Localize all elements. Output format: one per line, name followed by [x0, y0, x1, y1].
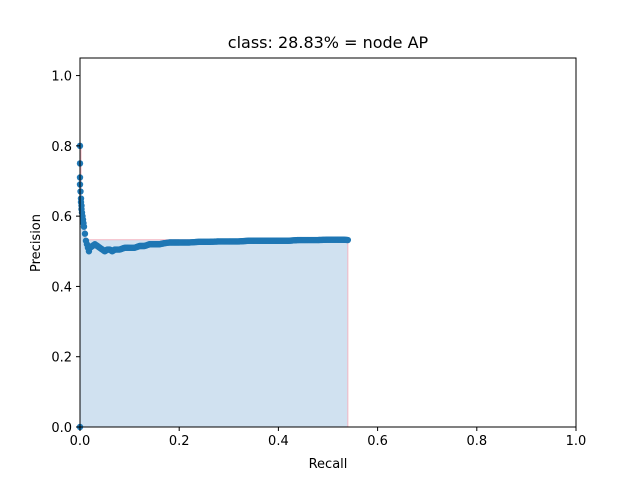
- y-axis-label: Precision: [29, 214, 44, 272]
- y-tick-label: 0.0: [51, 421, 72, 436]
- data-point: [81, 230, 89, 237]
- x-axis-label: Recall: [309, 457, 348, 472]
- x-tick-label: 0.2: [169, 434, 190, 449]
- auc-fill: [80, 145, 348, 428]
- axes-frame: [79, 57, 577, 428]
- y-tick-label: 0.2: [51, 351, 72, 366]
- x-axis-ticks: 0.0 0.2 0.4 0.6 0.8 1.0: [70, 427, 587, 449]
- chart-title: class: 28.83% = node AP: [228, 33, 429, 52]
- y-tick-label: 0.8: [51, 140, 72, 155]
- precision-recall-points: [76, 142, 352, 431]
- y-tick-label: 0.4: [51, 280, 72, 295]
- y-axis-ticks: 0.0 0.2 0.4 0.6 0.8 1.0: [51, 70, 80, 436]
- x-tick-label: 0.4: [268, 434, 289, 449]
- y-tick-label: 0.6: [51, 210, 72, 225]
- data-point: [344, 236, 352, 244]
- data-point: [80, 223, 88, 230]
- area-under-curve: [80, 145, 348, 428]
- x-tick-label: 0.8: [466, 434, 487, 449]
- x-tick-label: 0.6: [367, 434, 388, 449]
- y-tick-label: 1.0: [51, 70, 72, 85]
- x-tick-label: 0.0: [70, 434, 91, 449]
- x-tick-label: 1.0: [566, 434, 587, 449]
